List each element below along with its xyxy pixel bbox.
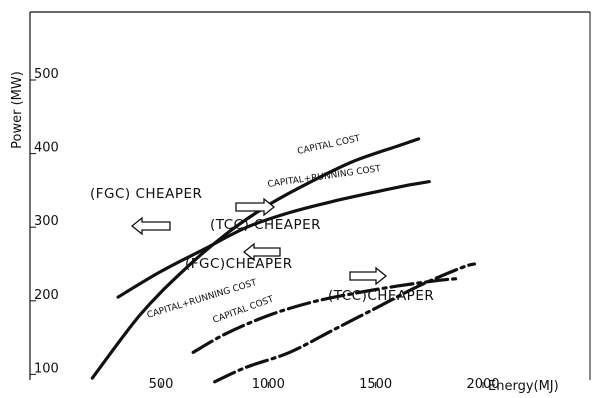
tcc-cheaper-upper-label: (TCC) CHEAPER [210,217,321,233]
tcc-cheaper-lower-label: (TCC)CHEAPER [328,288,434,304]
x-tick-label: 1500 [359,377,392,392]
fgc-cheaper-lower-arrow-icon [242,242,281,262]
y-tick-label: 500 [34,67,59,82]
arrows [130,197,388,286]
lower-capital-cost-label: CAPITAL COST [212,294,276,325]
fgc-cheaper-lower-label: (FGC)CHEAPER [185,256,293,272]
y-axis-label: Power (MW) [10,71,25,149]
fgc-cheaper-upper-arrow-icon [130,216,171,236]
upper-capital-running-cost-label: CAPITAL+RUNNING COST [267,164,382,190]
x-tick-label: 2000 [466,377,499,392]
axes: 100 200 300 400 500 500 1000 1500 2000 [29,11,591,392]
x-tick-label: 1000 [252,377,285,392]
y-tick-label: 100 [34,361,59,376]
series-lower-capital-line [213,262,476,384]
series-lower-capital-running-line [191,277,459,354]
upper-capital-cost-label: CAPITAL COST [297,134,362,157]
x-axis-label: Energy(MJ) [488,379,559,394]
x-tick-label: 500 [149,377,174,392]
tcc-cheaper-lower-arrow-icon [349,266,388,286]
series-upper-capital-running-line [116,180,431,299]
tcc-cheaper-upper-arrow-icon [235,197,276,217]
y-tick-label: 200 [34,288,59,303]
y-tick-label: 300 [34,214,59,229]
y-tick-label: 400 [34,141,59,156]
fgc-cheaper-upper-label: (FGC) CHEAPER [90,186,202,202]
